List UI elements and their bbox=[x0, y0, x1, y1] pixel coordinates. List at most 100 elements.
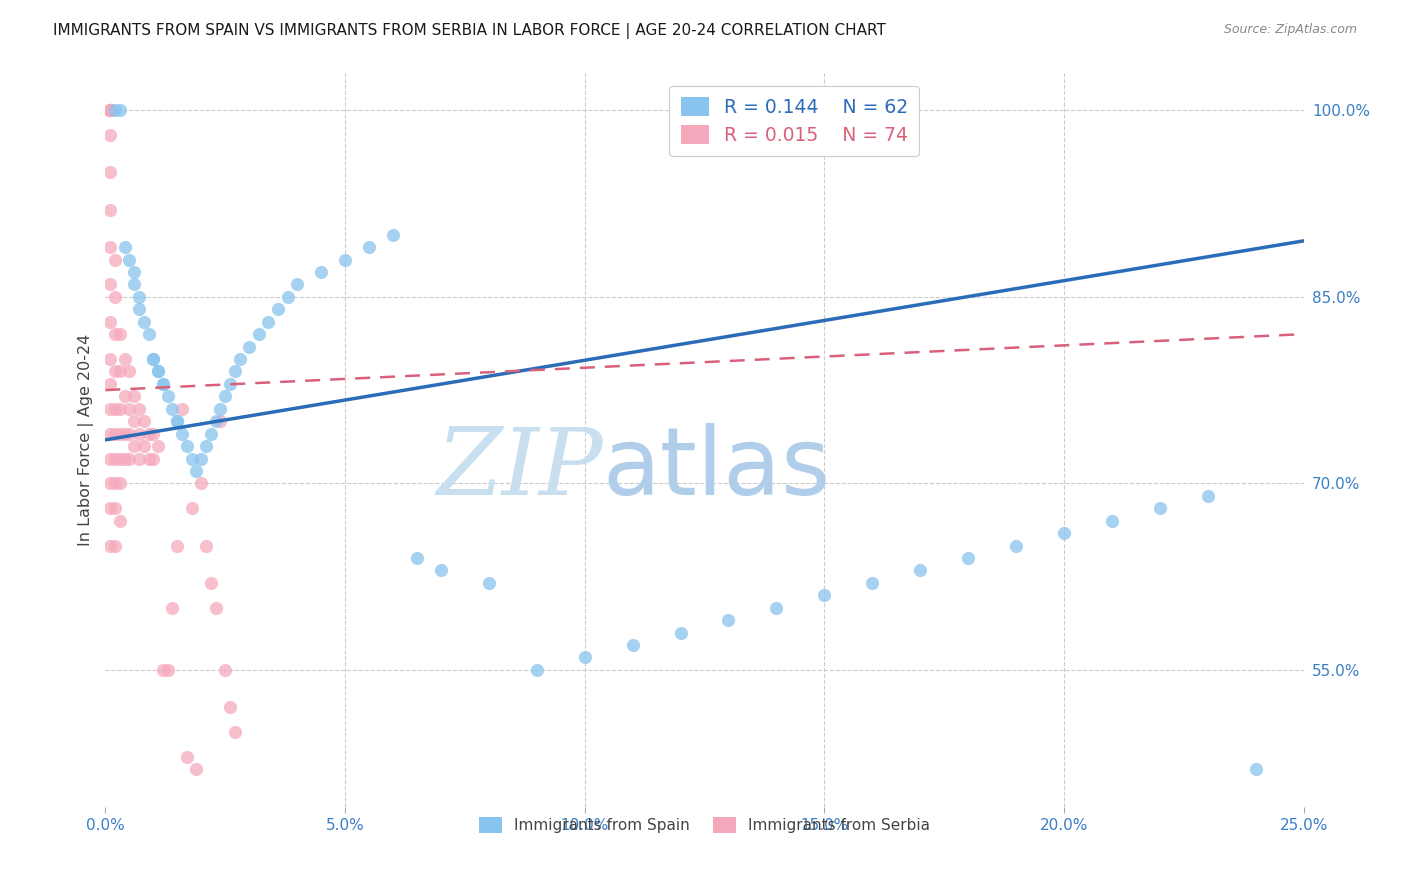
Text: Source: ZipAtlas.com: Source: ZipAtlas.com bbox=[1223, 23, 1357, 37]
Point bbox=[104, 252, 127, 267]
Point bbox=[142, 451, 165, 466]
Point bbox=[1244, 763, 1267, 777]
Point bbox=[108, 327, 131, 342]
Point bbox=[146, 364, 169, 378]
Point bbox=[108, 451, 131, 466]
Point bbox=[430, 563, 453, 577]
Point bbox=[108, 401, 131, 416]
Point bbox=[957, 551, 980, 566]
Point bbox=[381, 227, 404, 242]
Point bbox=[122, 265, 145, 279]
Point bbox=[118, 364, 141, 378]
Point bbox=[156, 389, 179, 403]
Point bbox=[176, 439, 198, 453]
Point bbox=[104, 539, 127, 553]
Point bbox=[166, 539, 188, 553]
Point bbox=[118, 426, 141, 441]
Point bbox=[98, 103, 121, 118]
Point bbox=[276, 290, 298, 304]
Point bbox=[214, 663, 236, 677]
Point bbox=[108, 514, 131, 528]
Point bbox=[142, 426, 165, 441]
Point bbox=[142, 351, 165, 366]
Point bbox=[186, 464, 208, 478]
Point bbox=[108, 364, 131, 378]
Text: atlas: atlas bbox=[603, 423, 831, 516]
Point bbox=[152, 663, 174, 677]
Point bbox=[176, 750, 198, 764]
Point bbox=[195, 539, 218, 553]
Point bbox=[138, 451, 160, 466]
Point bbox=[122, 389, 145, 403]
Point bbox=[128, 290, 150, 304]
Point bbox=[98, 165, 121, 179]
Point bbox=[98, 426, 121, 441]
Point bbox=[98, 103, 121, 118]
Point bbox=[1005, 539, 1028, 553]
Point bbox=[224, 364, 246, 378]
Point bbox=[209, 401, 232, 416]
Point bbox=[180, 501, 202, 516]
Point bbox=[98, 103, 121, 118]
Point bbox=[98, 103, 121, 118]
Point bbox=[669, 625, 692, 640]
Point bbox=[122, 439, 145, 453]
Point bbox=[114, 240, 136, 254]
Point bbox=[860, 575, 883, 590]
Point bbox=[195, 439, 218, 453]
Point bbox=[128, 302, 150, 317]
Point bbox=[209, 414, 232, 428]
Point bbox=[162, 401, 184, 416]
Point bbox=[98, 401, 121, 416]
Y-axis label: In Labor Force | Age 20-24: In Labor Force | Age 20-24 bbox=[79, 334, 94, 546]
Point bbox=[104, 364, 127, 378]
Point bbox=[166, 414, 188, 428]
Point bbox=[219, 700, 242, 714]
Point bbox=[108, 476, 131, 491]
Point bbox=[309, 265, 332, 279]
Point bbox=[228, 351, 250, 366]
Point bbox=[114, 451, 136, 466]
Point bbox=[224, 725, 246, 739]
Point bbox=[908, 563, 931, 577]
Point bbox=[257, 315, 280, 329]
Point bbox=[98, 103, 121, 118]
Point bbox=[138, 426, 160, 441]
Point bbox=[267, 302, 290, 317]
Point bbox=[98, 103, 121, 118]
Point bbox=[219, 376, 242, 391]
Point bbox=[170, 426, 193, 441]
Point bbox=[128, 451, 150, 466]
Point bbox=[204, 414, 226, 428]
Point bbox=[333, 252, 356, 267]
Point bbox=[200, 426, 222, 441]
Point bbox=[132, 439, 155, 453]
Point bbox=[152, 376, 174, 391]
Point bbox=[717, 613, 740, 627]
Point bbox=[478, 575, 501, 590]
Point bbox=[104, 476, 127, 491]
Point bbox=[114, 426, 136, 441]
Point bbox=[162, 600, 184, 615]
Point bbox=[108, 426, 131, 441]
Text: ZIP: ZIP bbox=[436, 425, 603, 514]
Point bbox=[156, 663, 179, 677]
Point bbox=[104, 426, 127, 441]
Text: IMMIGRANTS FROM SPAIN VS IMMIGRANTS FROM SERBIA IN LABOR FORCE | AGE 20-24 CORRE: IMMIGRANTS FROM SPAIN VS IMMIGRANTS FROM… bbox=[53, 23, 886, 39]
Point bbox=[98, 501, 121, 516]
Point bbox=[104, 103, 127, 118]
Point bbox=[138, 327, 160, 342]
Point bbox=[104, 290, 127, 304]
Point bbox=[98, 277, 121, 292]
Point bbox=[122, 414, 145, 428]
Point bbox=[146, 439, 169, 453]
Point bbox=[166, 414, 188, 428]
Point bbox=[98, 128, 121, 143]
Point bbox=[170, 401, 193, 416]
Point bbox=[214, 389, 236, 403]
Point bbox=[132, 414, 155, 428]
Point bbox=[98, 539, 121, 553]
Point bbox=[132, 315, 155, 329]
Point bbox=[813, 588, 835, 602]
Point bbox=[285, 277, 308, 292]
